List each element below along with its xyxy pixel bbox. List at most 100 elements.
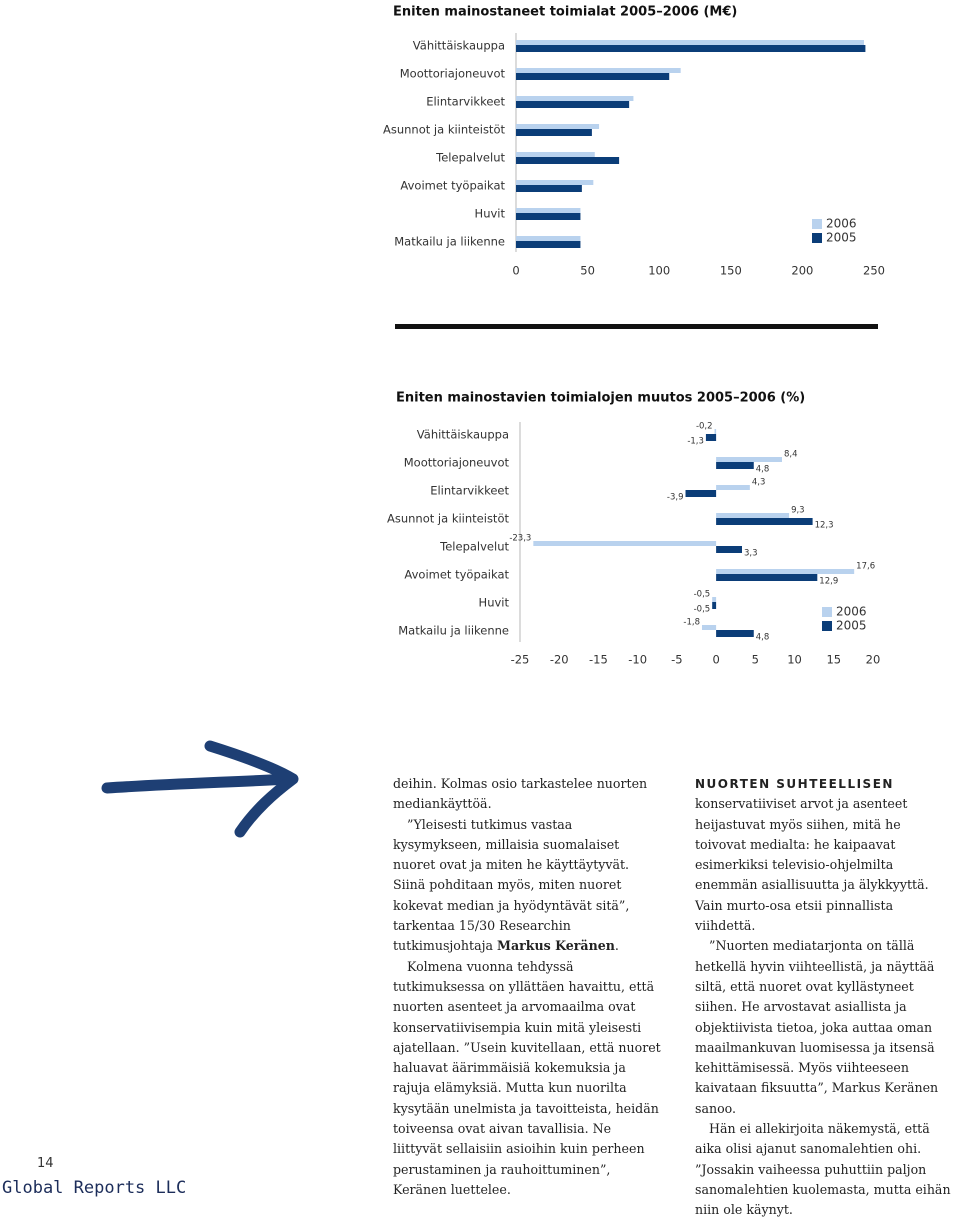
text: ”Yleisesti tutkimus vastaa kysymykseen, …: [393, 816, 630, 954]
page-number: 14: [37, 1156, 54, 1171]
paragraph: Kolmena vuonna tehdyssä tutkimuksessa on…: [393, 957, 661, 1201]
bar: [712, 602, 717, 609]
value-label: 9,3: [791, 506, 805, 516]
x-tick-label: -20: [550, 653, 569, 667]
category-label: Huvit: [479, 596, 510, 610]
category-label: Avoimet työpaikat: [400, 179, 505, 193]
charts: Eniten mainostaneet toimialat 2005–2006 …: [383, 5, 885, 667]
category-label: Matkailu ja liikenne: [398, 624, 509, 638]
bar: [516, 73, 670, 80]
paragraph: ”Yleisesti tutkimus vastaa kysymykseen, …: [393, 815, 661, 957]
text: konservatiiviset arvot ja asenteet heija…: [695, 796, 929, 934]
category-label: Vähittäiskauppa: [413, 39, 505, 53]
value-label: -1,3: [687, 437, 704, 447]
x-tick-label: 100: [648, 264, 670, 278]
category-label: Elintarvikkeet: [430, 484, 509, 498]
category-label: Avoimet työpaikat: [404, 568, 509, 582]
paragraph: NUORTEN SUHTEELLISEN konservatiiviset ar…: [695, 774, 953, 936]
x-tick-label: 150: [720, 264, 742, 278]
legend-label: 2005: [826, 231, 857, 245]
legend-swatch: [812, 233, 822, 243]
x-tick-label: 0: [512, 264, 519, 278]
x-tick-label: 200: [791, 264, 813, 278]
x-tick-label: 50: [580, 264, 595, 278]
bold-name: Markus Keränen: [497, 938, 615, 954]
x-tick-label: 250: [863, 264, 885, 278]
bar: [516, 236, 581, 241]
paragraph: ”Nuorten mediatarjonta on tällä hetkellä…: [695, 936, 953, 1119]
text: Kolmena vuonna tehdyssä tutkimuksessa on…: [393, 958, 661, 1197]
category-label: Asunnot ja kiinteistöt: [387, 512, 509, 526]
bar: [516, 180, 594, 185]
category-label: Asunnot ja kiinteistöt: [383, 123, 505, 137]
value-label: 4,3: [752, 478, 766, 488]
bar: [533, 541, 717, 546]
text: .: [614, 938, 619, 954]
bar: [716, 485, 750, 490]
lead-in: NUORTEN SUHTEELLISEN: [695, 777, 894, 791]
bar: [716, 513, 790, 518]
arrow-illustration: [101, 740, 299, 838]
legend-swatch: [822, 607, 832, 617]
value-label: 12,3: [815, 521, 834, 531]
text: ”Nuorten mediatarjonta on tällä hetkellä…: [695, 938, 939, 1116]
x-tick-label: 15: [826, 653, 841, 667]
bar: [714, 429, 717, 434]
article-left: deihin. Kolmas osio tarkastelee nuorten …: [393, 774, 661, 1200]
x-tick-label: -10: [628, 653, 647, 667]
article-right: NUORTEN SUHTEELLISEN konservatiiviset ar…: [695, 774, 953, 1221]
bar: [712, 597, 717, 602]
bar: [516, 208, 581, 213]
bar: [685, 490, 717, 497]
bar: [516, 213, 581, 220]
bar: [516, 101, 630, 108]
bar: [516, 96, 634, 101]
bar: [516, 241, 581, 248]
bar: [705, 434, 717, 441]
x-tick-label: 10: [787, 653, 802, 667]
text: Hän ei allekirjoita näkemystä, että aika…: [695, 1121, 951, 1218]
legend-label: 2006: [836, 605, 867, 619]
bar: [516, 129, 592, 136]
bar: [716, 462, 754, 469]
bar: [716, 630, 754, 637]
legend-label: 2006: [826, 217, 857, 231]
x-tick-label: -5: [671, 653, 682, 667]
category-label: Moottoriajoneuvot: [404, 456, 510, 470]
value-label: -0,5: [694, 605, 711, 615]
bar: [516, 45, 866, 52]
value-label: -1,8: [683, 618, 700, 628]
x-tick-label: -25: [511, 653, 530, 667]
bar: [516, 124, 600, 129]
value-label: 12,9: [819, 577, 838, 587]
value-label: 17,6: [856, 562, 875, 572]
bar: [516, 157, 620, 164]
section-rule: [395, 324, 878, 329]
category-label: Matkailu ja liikenne: [394, 235, 505, 249]
value-label: 4,8: [756, 633, 770, 643]
chart-title: Eniten mainostaneet toimialat 2005–2006 …: [393, 5, 737, 20]
value-label: 8,4: [784, 450, 798, 460]
bar: [516, 152, 595, 157]
value-label: 3,3: [744, 549, 758, 559]
bar: [716, 574, 818, 581]
value-label: -23,3: [509, 534, 531, 544]
x-tick-label: 5: [752, 653, 759, 667]
legend-swatch: [812, 219, 822, 229]
bar: [716, 546, 742, 553]
bar: [516, 185, 582, 192]
x-tick-label: 20: [866, 653, 881, 667]
category-label: Elintarvikkeet: [426, 95, 505, 109]
bar: [701, 625, 717, 630]
bar: [716, 569, 855, 574]
bar: [516, 68, 681, 73]
paragraph: Hän ei allekirjoita näkemystä, että aika…: [695, 1119, 953, 1220]
text: deihin. Kolmas osio tarkastelee nuorten …: [393, 776, 648, 812]
value-label: -0,2: [696, 422, 713, 432]
chart-title: Eniten mainostavien toimialojen muutos 2…: [396, 391, 805, 406]
paragraph: deihin. Kolmas osio tarkastelee nuorten …: [393, 774, 661, 815]
value-label: 4,8: [756, 465, 770, 475]
bar: [716, 518, 813, 525]
category-label: Huvit: [475, 207, 506, 221]
